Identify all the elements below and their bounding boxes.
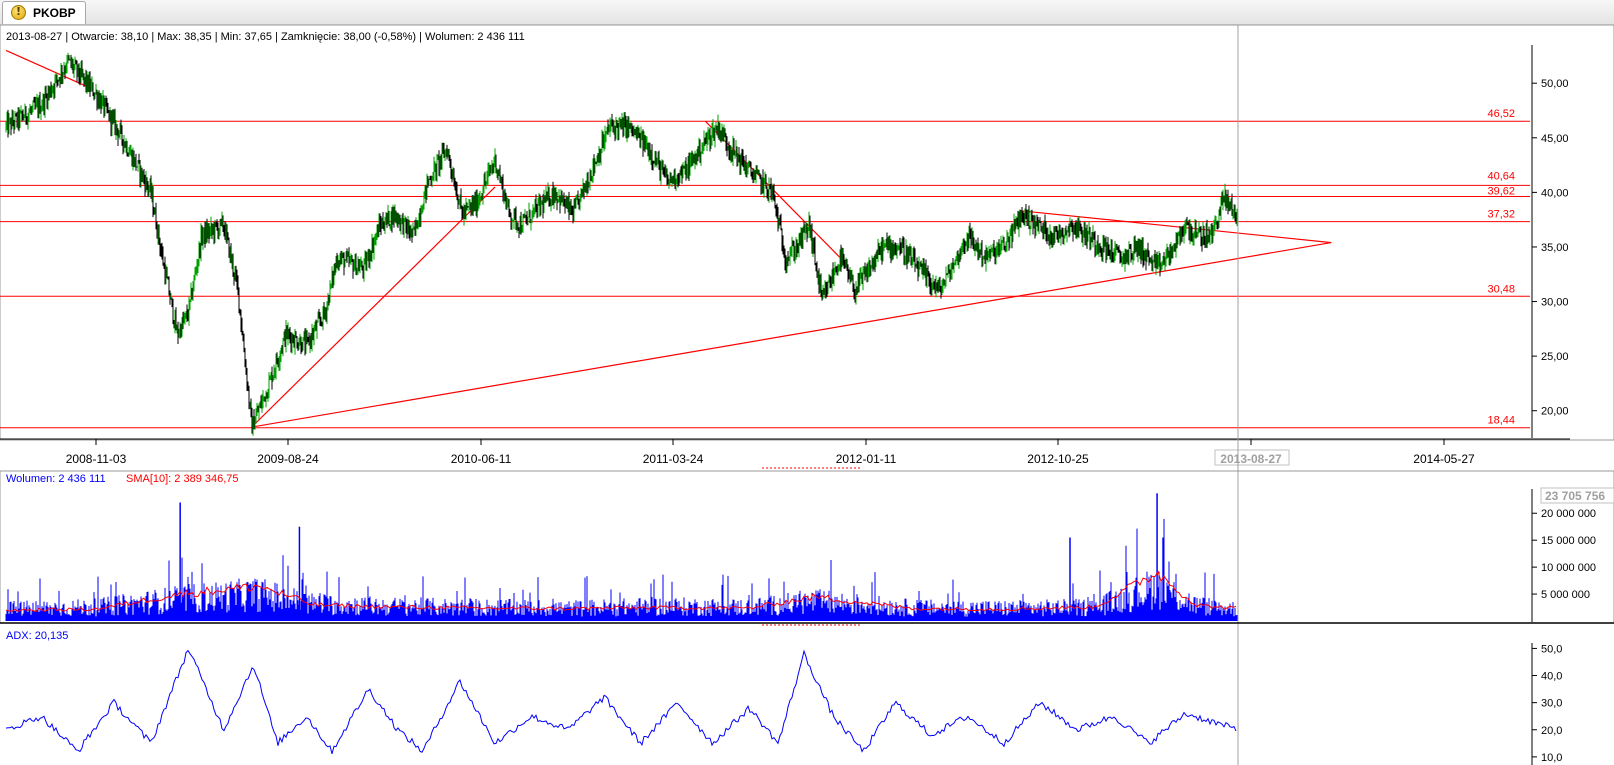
- sma-line: [5, 570, 1237, 612]
- level-label: 39,62: [1487, 186, 1515, 198]
- trendline: [251, 186, 496, 428]
- price-y-tick-label: 35,00: [1541, 242, 1569, 254]
- price-panel[interactable]: 20,00 25,00 30,00 35,00 40,00 45,00 50,00 2008-…: [0, 25, 1614, 765]
- price-x-tick-label: 2008-11-03: [66, 452, 127, 466]
- price-y-tick-label: 20,00: [1541, 406, 1569, 418]
- price-x-tick-label: 2011-03-24: [643, 452, 704, 466]
- adx-y-tick-label: 20,0: [1541, 725, 1562, 737]
- volume-y-tick-label: 10 000 000: [1541, 562, 1596, 574]
- price-y-tick-label: 25,00: [1541, 351, 1569, 363]
- volume-y-tick-label: 15 000 000: [1541, 535, 1596, 547]
- level-label: 18,44: [1487, 415, 1515, 427]
- adx-y-tick-label: 50,0: [1541, 643, 1562, 655]
- volume-y-tick-label: 5 000 000: [1541, 589, 1590, 601]
- price-y-tick-label: 40,00: [1541, 187, 1569, 199]
- volume-y-tick-label: 20 000 000: [1541, 508, 1596, 520]
- adx-y-tick-label: 10,0: [1541, 752, 1562, 764]
- volume-panel[interactable]: 5 000 000 10 000 000 15 000 000 20 000 000 2…: [0, 470, 1614, 626]
- price-frame: [0, 25, 1614, 441]
- price-candles: [5, 52, 1238, 436]
- price-info-header: 2013-08-27 | Otwarcie: 38,10 | Max: 38,3…: [6, 31, 525, 43]
- volume-max-label: 23 705 756: [1545, 489, 1605, 503]
- sma-label: SMA[10]: 2 389 346,75: [126, 473, 239, 485]
- volume-max-box: [1540, 487, 1614, 504]
- price-x-tick-label: 2013-08-27: [1220, 452, 1282, 466]
- price-y-tick-label: 50,00: [1541, 78, 1569, 90]
- adx-panel[interactable]: 10,0 20,0 30,0 40,0 50,0: [5, 643, 1562, 765]
- price-x-tick-label: 2010-06-11: [451, 452, 512, 466]
- price-y-tick-label: 45,00: [1541, 133, 1569, 145]
- volume-label: Wolumen: 2 436 111: [6, 473, 106, 485]
- level-label: 37,32: [1487, 209, 1515, 221]
- trendline: [5, 49, 93, 90]
- price-y-tick-label: 30,00: [1541, 297, 1569, 309]
- price-x-tick-label: 2012-01-11: [836, 452, 897, 466]
- tab-label: PKOBP: [33, 6, 76, 20]
- level-label: 40,64: [1487, 170, 1515, 182]
- warning-icon: [11, 5, 26, 20]
- adx-label: ADX: 20,135: [6, 630, 68, 642]
- adx-y-tick-label: 40,0: [1541, 671, 1562, 683]
- tab-pkobp[interactable]: PKOBP: [2, 1, 86, 24]
- price-x-tick-label: 2014-05-27: [1413, 452, 1475, 466]
- price-x-tick-label: 2009-08-24: [257, 452, 319, 466]
- price-x-tick-label: 2012-10-25: [1027, 452, 1089, 466]
- chart-background: [0, 25, 1614, 765]
- stock-chart[interactable]: 20,00 25,00 30,00 35,00 40,00 45,00 50,00 2008-…: [0, 25, 1614, 765]
- level-label: 30,48: [1487, 283, 1515, 295]
- trendline: [251, 242, 1332, 428]
- adx-line: [5, 649, 1237, 755]
- cursor-date-box: [1214, 449, 1290, 466]
- level-label: 46,52: [1487, 108, 1515, 120]
- adx-y-tick-label: 30,0: [1541, 698, 1562, 710]
- tab-bar: PKOBP: [0, 0, 1614, 25]
- trendline: [1022, 210, 1332, 244]
